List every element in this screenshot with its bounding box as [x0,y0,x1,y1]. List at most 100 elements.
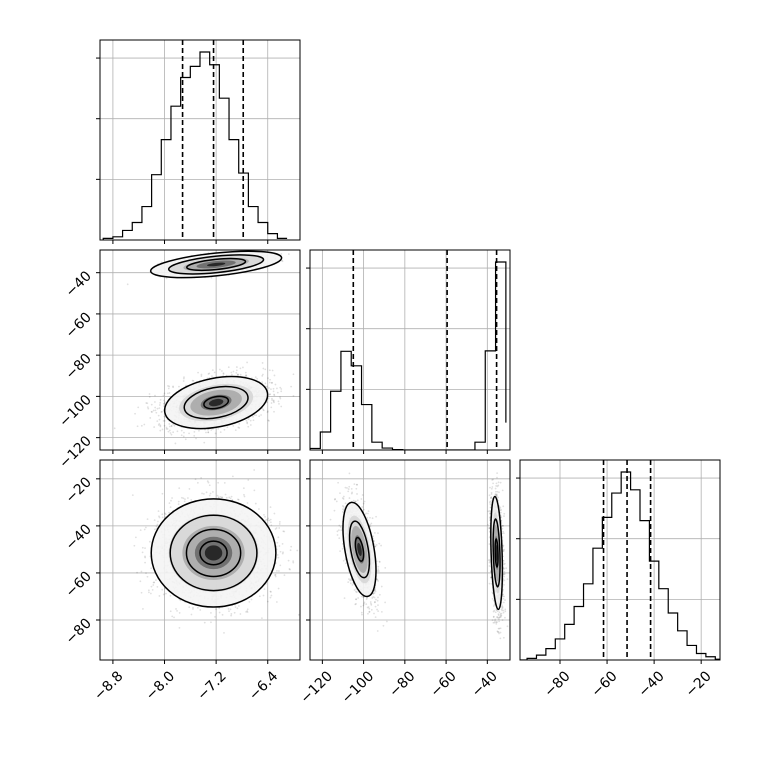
scatter-point [277,400,280,403]
scatter-point [193,430,196,433]
scatter-point [180,434,183,437]
scatter-point [239,367,242,370]
scatter-point [280,390,283,393]
scatter-point [226,426,229,429]
hist-bin [546,649,555,660]
scatter-point [166,428,169,430]
scatter-point [194,478,197,481]
scatter-point [172,386,174,389]
scatter-point [163,392,166,395]
scatter-point [149,417,152,419]
hist-bin [678,631,687,660]
scatter-point [258,595,261,598]
scatter-point [192,379,195,382]
scatter-point [148,393,151,395]
scatter-point [222,372,225,375]
scatter-point [155,411,158,414]
scatter-point [272,400,275,403]
scatter-point [162,419,165,422]
scatter-point [273,393,275,396]
plot-marks [102,40,720,660]
scatter-point [261,381,264,384]
scatter-point [272,387,275,390]
scatter-point [271,381,274,384]
scatter-point [153,528,156,531]
scatter-point [173,424,176,427]
scatter-point [170,424,173,427]
scatter-point [167,387,170,390]
scatter-point [271,399,274,401]
scatter-point [149,592,152,595]
hist-bin [200,52,210,240]
scatter-point [208,484,211,487]
scatter-point [246,502,249,504]
scatter-point [307,404,309,406]
scatter-point [262,409,265,412]
scatter-point [158,515,160,518]
scatter-point [254,376,257,379]
scatter-point [296,549,299,552]
scatter-point [232,425,235,427]
scatter-point [270,594,273,597]
scatter-point [188,432,190,435]
scatter-point [170,425,173,428]
scatter-point [269,378,271,381]
scatter-point [205,431,207,434]
scatter-point [193,434,196,437]
hist-bin [171,106,181,240]
scatter-point [177,500,180,503]
scatter-point [243,495,246,498]
scatter-point [169,432,172,434]
scatter-point [278,402,280,405]
scatter-point [267,419,270,422]
scatter-point [156,407,159,410]
scatter-point [163,401,166,404]
scatter-point [157,424,160,426]
hist-bin [229,140,239,240]
contour-line [149,250,283,279]
hist-bin [219,98,229,240]
scatter-point [150,403,153,406]
scatter-point [155,579,157,581]
scatter-point [263,513,265,516]
scatter-point [170,433,173,436]
scatter-point [139,529,142,532]
scatter-point [268,381,271,384]
scatter-point [242,366,244,369]
scatter-point [136,425,139,428]
scatter-panel-0-2 [131,469,300,634]
scatter-point [158,404,161,406]
scatter-point [268,393,271,396]
scatter-point [180,429,183,432]
scatter-point [159,398,162,401]
scatter-point [255,414,258,417]
scatter-point [228,496,231,499]
scatter-point [137,406,140,409]
scatter-point [200,375,203,377]
scatter-point [281,542,284,545]
scatter-point [224,493,227,496]
scatter-point [279,396,281,398]
scatter-point [113,427,116,430]
scatter-point [154,406,157,409]
scatter-point [172,431,175,434]
scatter-point [219,431,222,433]
histogram-1 [102,40,288,240]
hist-bin [132,222,142,240]
scatter-point [198,429,200,432]
scatter-point [177,503,180,506]
scatter-point [157,414,160,417]
scatter-point [287,253,290,255]
scatter-point [289,549,292,552]
scatter-point [161,410,163,413]
scatter-point [249,424,252,426]
scatter-point [245,374,248,377]
scatter-point [262,408,265,411]
hist-bin [258,222,268,240]
hist-bin [320,432,330,450]
scatter-point [211,491,214,493]
scatter-point [150,410,153,413]
scatter-point [279,397,282,400]
scatter-point [281,552,284,555]
scatter-point [163,424,166,427]
